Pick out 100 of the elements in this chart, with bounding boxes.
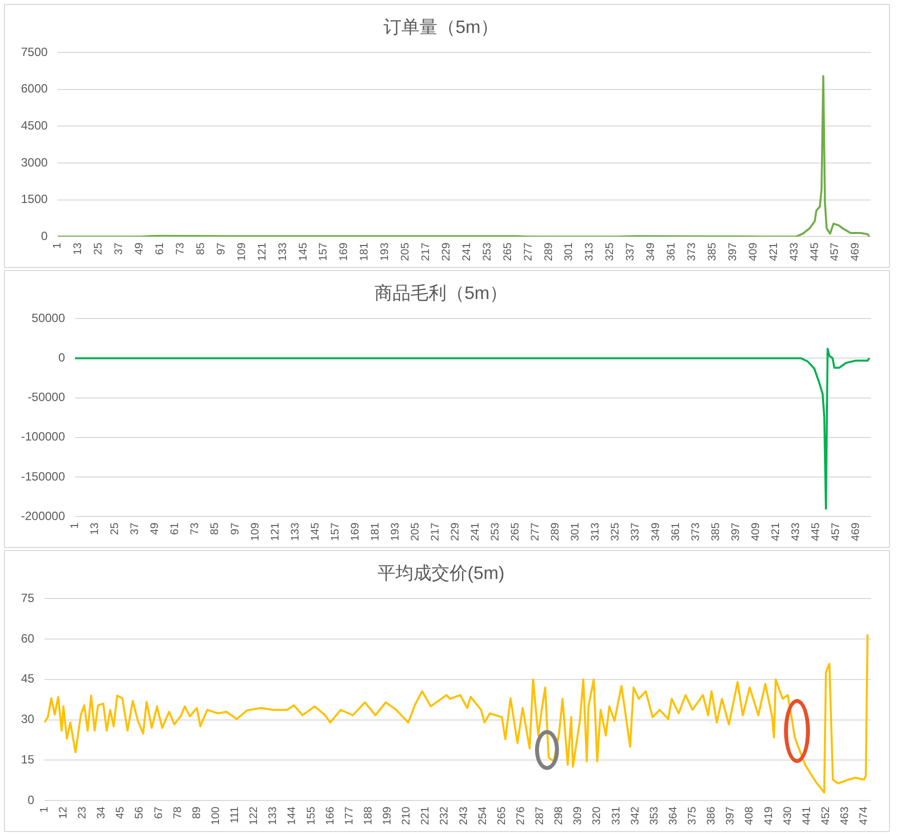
x-tick-label: 421 — [768, 242, 780, 262]
x-tick-label: 145 — [297, 242, 310, 262]
y-tick-label: 0 — [58, 350, 66, 365]
y-tick-label: 75 — [20, 590, 35, 605]
x-tick-label: 85 — [194, 242, 207, 255]
y-tick-label: 0 — [28, 792, 35, 807]
x-tick-label: 337 — [624, 242, 637, 262]
x-tick-label: 205 — [409, 522, 422, 542]
x-tick-label: 361 — [666, 242, 678, 262]
x-tick-label: 121 — [256, 242, 268, 262]
x-tick-label: 463 — [839, 806, 852, 826]
x-tick-label: 433 — [790, 522, 802, 542]
x-tick-label: 100 — [210, 806, 222, 826]
x-tick-label: 177 — [343, 806, 356, 826]
x-tick-label: 56 — [134, 806, 146, 819]
x-tick-label: 37 — [113, 242, 126, 255]
y-tick-label: 4500 — [20, 118, 48, 133]
x-tick-label: 25 — [92, 242, 105, 255]
x-tick-label: 97 — [215, 242, 228, 255]
x-tick-label: 375 — [686, 806, 699, 826]
x-tick-label: 199 — [382, 806, 394, 826]
x-tick-label: 61 — [169, 522, 182, 535]
x-tick-label: 441 — [800, 806, 813, 826]
x-tick-label: 133 — [267, 806, 280, 826]
x-tick-label: 469 — [850, 242, 862, 262]
y-tick-label: 30 — [20, 712, 35, 726]
x-tick-label: 89 — [190, 806, 203, 819]
x-tick-label: 287 — [534, 806, 546, 826]
x-tick-label: 313 — [584, 242, 596, 262]
x-tick-label: 325 — [610, 522, 622, 542]
y-tick-label: 15 — [20, 752, 35, 767]
x-tick-label: 205 — [400, 242, 412, 262]
x-tick-label: 337 — [630, 522, 642, 542]
x-tick-label: 397 — [724, 806, 737, 826]
y-tick-label: -150000 — [20, 469, 66, 484]
x-tick-label: 85 — [209, 522, 222, 535]
x-tick-label: 331 — [610, 806, 622, 826]
chart-title: 商品毛利（5m） — [374, 282, 508, 303]
x-tick-label: 169 — [349, 522, 362, 542]
x-tick-label: 229 — [450, 522, 462, 542]
x-tick-label: 457 — [829, 242, 842, 262]
x-tick-label: 73 — [174, 242, 186, 255]
x-tick-label: 188 — [362, 806, 374, 826]
y-tick-label: 1500 — [20, 192, 48, 206]
x-tick-label: 419 — [762, 806, 775, 826]
x-tick-label: 313 — [590, 522, 602, 542]
x-tick-label: 408 — [744, 806, 756, 826]
x-tick-label: 241 — [470, 522, 482, 542]
x-tick-label: 67 — [152, 806, 165, 819]
x-tick-label: 265 — [496, 806, 508, 826]
y-tick-label: 3000 — [20, 155, 48, 170]
x-tick-label: 253 — [490, 522, 502, 542]
x-tick-label: 25 — [109, 522, 122, 535]
x-tick-label: 385 — [706, 242, 718, 262]
x-tick-label: 23 — [76, 806, 89, 819]
x-tick-label: 364 — [667, 806, 680, 826]
x-tick-label: 349 — [650, 522, 662, 542]
x-tick-label: 181 — [358, 242, 371, 262]
x-tick-label: 193 — [389, 522, 402, 542]
x-tick-label: 109 — [236, 242, 248, 262]
y-tick-label: 60 — [20, 631, 35, 646]
x-tick-label: 397 — [726, 242, 739, 262]
x-tick-label: 73 — [189, 522, 202, 535]
x-tick-label: 49 — [149, 522, 162, 535]
x-tick-label: 122 — [248, 806, 260, 826]
y-tick-label: -200000 — [20, 508, 66, 523]
x-tick-label: 12 — [57, 806, 70, 819]
x-tick-label: 320 — [591, 806, 604, 826]
x-tick-label: 452 — [820, 806, 832, 826]
x-tick-label: 421 — [770, 522, 782, 542]
x-tick-label: 254 — [476, 806, 489, 826]
x-tick-label: 276 — [514, 806, 527, 826]
y-tick-label: 6000 — [20, 82, 48, 96]
x-tick-label: 349 — [645, 242, 658, 262]
x-tick-label: 1 — [38, 806, 50, 813]
x-tick-label: 469 — [850, 522, 862, 542]
x-tick-label: 301 — [570, 522, 582, 542]
x-tick-label: 121 — [269, 522, 282, 542]
x-tick-label: 217 — [430, 522, 442, 542]
y-tick-label: 7500 — [20, 44, 48, 59]
y-tick-label: -100000 — [20, 430, 66, 444]
x-tick-label: 181 — [369, 522, 382, 542]
y-tick-label: 45 — [20, 672, 35, 686]
x-tick-label: 445 — [810, 522, 822, 542]
x-tick-label: 385 — [710, 522, 722, 542]
x-tick-label: 155 — [305, 806, 318, 826]
x-tick-label: 49 — [134, 242, 146, 255]
x-tick-label: 221 — [420, 806, 432, 826]
x-tick-label: 445 — [808, 242, 821, 262]
x-tick-label: 373 — [690, 522, 702, 542]
x-tick-label: 301 — [563, 242, 576, 262]
x-tick-label: 265 — [502, 242, 514, 262]
x-tick-label: 361 — [670, 522, 682, 542]
x-tick-label: 109 — [249, 522, 262, 542]
x-tick-label: 145 — [309, 522, 322, 542]
x-tick-label: 409 — [750, 522, 762, 542]
x-tick-label: 325 — [604, 242, 616, 262]
x-tick-label: 265 — [510, 522, 522, 542]
x-tick-label: 133 — [289, 522, 302, 542]
x-tick-label: 217 — [420, 242, 432, 262]
